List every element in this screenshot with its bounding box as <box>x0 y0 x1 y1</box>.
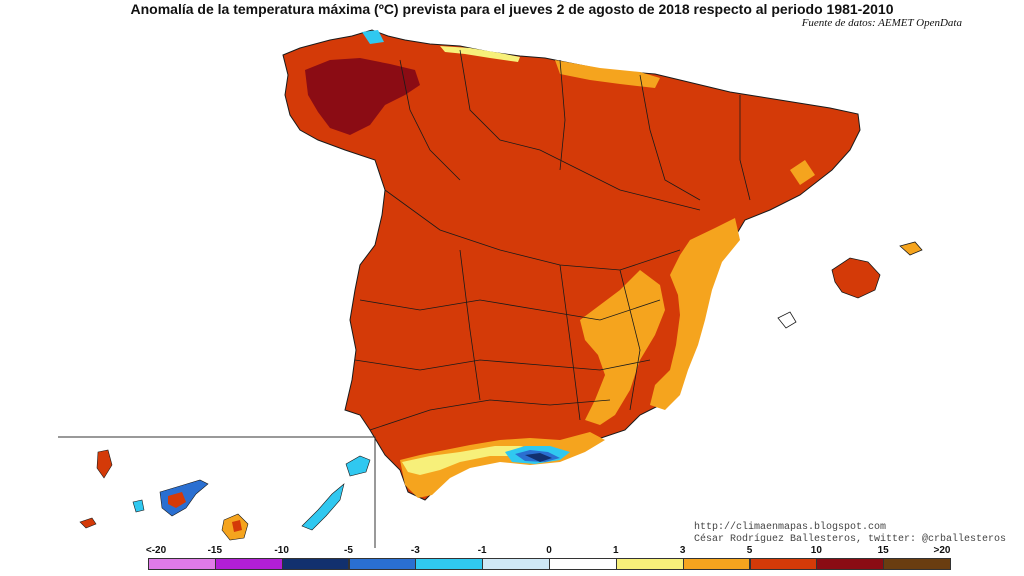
legend-tick-label: >20 <box>933 545 951 556</box>
legend-tick-label: -3 <box>410 545 420 556</box>
galicia-extreme-zone <box>305 58 420 135</box>
map-title: Anomalía de la temperatura máxima (ºC) p… <box>130 1 894 17</box>
fuerteventura <box>301 483 345 531</box>
legend-tick-label: <-20 <box>145 545 167 556</box>
legend-tick-label: 10 <box>810 545 822 556</box>
credits: http://climaenmapas.blogspot.com César R… <box>694 522 1006 546</box>
murcia-warm-zone <box>580 270 665 425</box>
legend-swatch <box>348 558 417 570</box>
legend-swatch <box>615 558 684 570</box>
data-source: Fuente de datos: AEMET OpenData <box>801 17 962 29</box>
levante-warm-zone <box>650 218 740 410</box>
province-boundaries <box>354 49 751 431</box>
legend-tick-label: 3 <box>679 545 686 556</box>
legend-swatch <box>148 558 216 570</box>
legend-swatch <box>816 558 885 570</box>
ibiza <box>777 311 797 329</box>
canary-inset-frame <box>58 436 376 548</box>
legend-tick-labels: <-20 -15 -10 -5 -3 -1 0 1 3 5 10 15 >20 <box>0 545 1024 559</box>
legend-swatch <box>549 558 617 570</box>
catalonia-warm-spot <box>790 160 815 185</box>
mallorca <box>831 257 881 299</box>
el-hierro <box>79 517 97 529</box>
la-gomera <box>132 499 145 513</box>
legend-swatch <box>281 558 350 570</box>
legend-swatch <box>682 558 751 570</box>
author-credit: César Rodríguez Ballesteros, twitter: @c… <box>694 534 1007 545</box>
legend-swatch <box>214 558 283 570</box>
legend-tick-label: -5 <box>344 545 353 556</box>
legend-tick-label: -15 <box>207 545 223 556</box>
legend-tick-label: 0 <box>546 545 552 556</box>
color-legend <box>148 558 951 571</box>
legend-tick-label: 1 <box>613 545 619 556</box>
tenerife-warm-core <box>168 492 186 508</box>
la-palma <box>96 449 113 479</box>
legend-swatch <box>415 558 484 570</box>
legend-tick-label: 5 <box>746 545 753 556</box>
north-coast-warm-band <box>555 60 660 88</box>
legend-tick-label: 15 <box>877 545 889 556</box>
malaga-coldest-zone <box>525 453 552 462</box>
gran-canaria-core <box>232 520 242 532</box>
blog-url: http://climaenmapas.blogspot.com <box>694 522 887 533</box>
legend-swatch <box>482 558 550 570</box>
legend-tick-label: -1 <box>477 545 487 556</box>
asturias-cool-spot <box>362 30 384 44</box>
lanzarote <box>345 455 371 477</box>
legend-swatch <box>883 558 951 570</box>
menorca <box>899 241 923 256</box>
legend-swatch <box>749 558 818 570</box>
legend-tick-label: -10 <box>274 545 289 556</box>
